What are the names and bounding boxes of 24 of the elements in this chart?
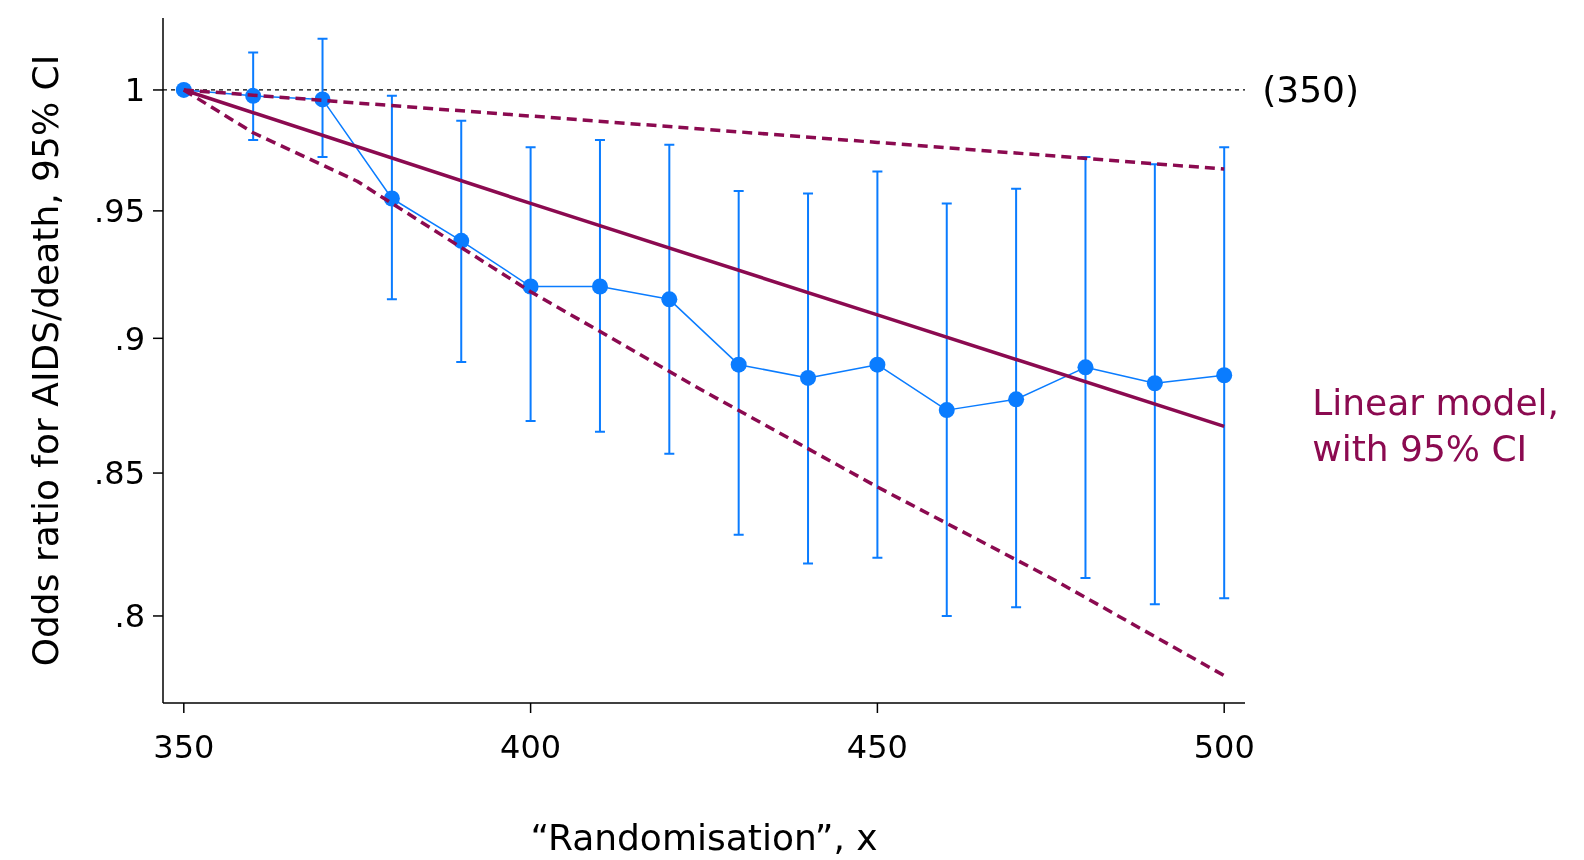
x-tick-label: 350 xyxy=(153,728,215,766)
y-tick-label: .8 xyxy=(114,597,145,636)
point xyxy=(1146,375,1163,392)
y-tick-label: .9 xyxy=(114,319,145,358)
y-axis-title: Odds ratio for AIDS/death, 95% CI xyxy=(25,54,66,667)
y-tick-label: 1 xyxy=(124,71,145,110)
y-tick-label: .95 xyxy=(94,192,145,231)
x-tick-label: 450 xyxy=(846,728,908,766)
annotation: Linear model, with 95% CI xyxy=(1312,382,1560,470)
point xyxy=(938,402,955,419)
point xyxy=(1077,359,1094,376)
point xyxy=(730,356,747,373)
x-axis-title: “Randomisation”, x xyxy=(530,817,878,858)
point xyxy=(869,356,886,373)
x-tick-label: 500 xyxy=(1193,728,1255,766)
point xyxy=(661,291,678,308)
point xyxy=(1216,367,1233,384)
x-tick-label: 400 xyxy=(500,728,562,766)
point xyxy=(453,232,470,249)
annotation: (350) xyxy=(1262,68,1359,110)
point xyxy=(1008,391,1025,408)
point xyxy=(800,369,817,386)
y-tick-label: .85 xyxy=(94,454,145,493)
point xyxy=(591,278,608,295)
